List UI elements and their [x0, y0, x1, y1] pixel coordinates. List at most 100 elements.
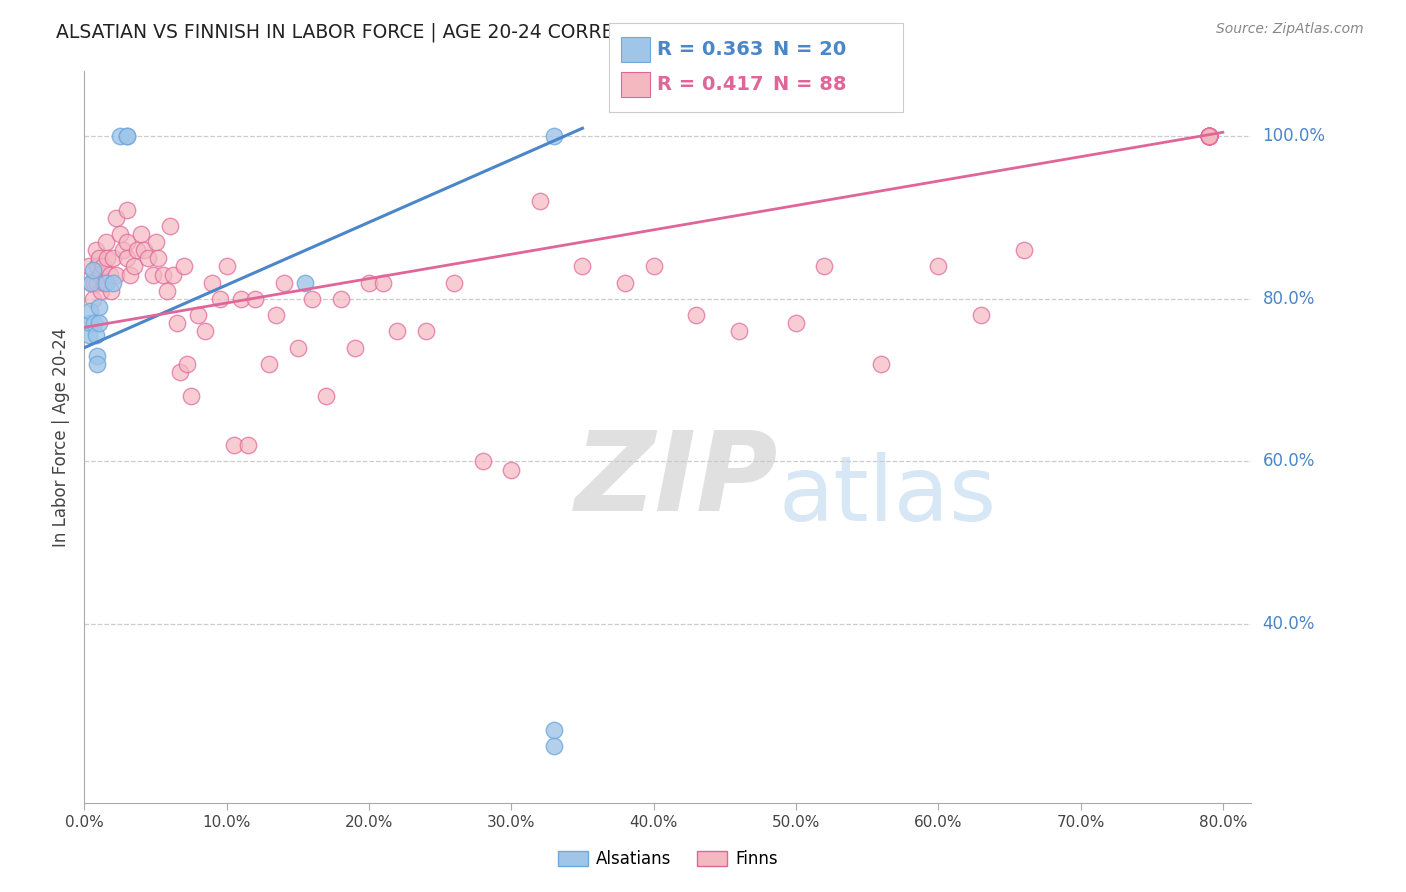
Point — [1198, 129, 1220, 144]
Point — [84, 243, 107, 257]
Point — [543, 739, 565, 753]
Point — [79, 316, 101, 330]
Point — [101, 252, 124, 266]
Point — [301, 292, 323, 306]
Point — [813, 260, 835, 274]
Point — [229, 292, 252, 306]
Text: Source: ZipAtlas.com: Source: ZipAtlas.com — [1216, 22, 1364, 37]
Point — [970, 308, 993, 322]
Point — [104, 211, 127, 225]
Text: ALSATIAN VS FINNISH IN LABOR FORCE | AGE 20-24 CORRELATION CHART: ALSATIAN VS FINNISH IN LABOR FORCE | AGE… — [56, 22, 751, 42]
Point — [357, 276, 380, 290]
Point — [273, 276, 295, 290]
Point — [287, 341, 309, 355]
Point — [614, 276, 637, 290]
Point — [90, 284, 112, 298]
Point — [104, 268, 127, 282]
Point — [96, 252, 118, 266]
Point — [1198, 129, 1220, 144]
Point — [134, 243, 156, 257]
Point — [259, 357, 281, 371]
Point — [387, 325, 409, 339]
Point — [571, 260, 593, 274]
Point — [142, 268, 165, 282]
Point — [148, 252, 170, 266]
Point — [156, 284, 179, 298]
Point — [87, 316, 110, 330]
Point — [208, 292, 231, 306]
Point — [89, 268, 111, 282]
Point — [94, 276, 117, 290]
Point — [176, 357, 198, 371]
Text: R = 0.363: R = 0.363 — [657, 39, 763, 59]
Point — [80, 276, 103, 290]
Point — [152, 268, 174, 282]
Text: 60.0%: 60.0% — [1263, 452, 1315, 470]
Point — [118, 268, 141, 282]
Point — [1198, 129, 1220, 144]
Point — [108, 227, 131, 241]
Point — [115, 235, 138, 249]
Point — [115, 129, 138, 144]
Point — [82, 263, 104, 277]
Point — [294, 276, 316, 290]
Point — [108, 129, 131, 144]
Point — [98, 268, 121, 282]
Point — [122, 260, 145, 274]
Text: atlas: atlas — [779, 451, 997, 540]
Point — [100, 284, 122, 298]
Point — [101, 276, 124, 290]
Point — [129, 227, 152, 241]
Point — [529, 194, 551, 209]
Point — [159, 219, 181, 233]
Point — [1198, 129, 1220, 144]
Text: 80.0%: 80.0% — [1263, 290, 1315, 308]
Point — [77, 260, 100, 274]
Text: 100.0%: 100.0% — [1263, 128, 1326, 145]
Point — [83, 316, 105, 330]
Point — [79, 304, 101, 318]
Point — [243, 292, 266, 306]
Point — [643, 260, 665, 274]
Text: R = 0.417: R = 0.417 — [657, 75, 763, 95]
Point — [187, 308, 209, 322]
Point — [415, 325, 437, 339]
Point — [87, 252, 110, 266]
Point — [125, 243, 148, 257]
Point — [87, 300, 110, 314]
Point — [222, 438, 245, 452]
Point — [166, 316, 188, 330]
Point — [194, 325, 217, 339]
Point — [86, 260, 108, 274]
Point — [236, 438, 259, 452]
Point — [115, 202, 138, 217]
Point — [471, 454, 494, 468]
Point — [145, 235, 167, 249]
Text: 40.0%: 40.0% — [1263, 615, 1315, 633]
Point — [82, 292, 104, 306]
Point — [1198, 129, 1220, 144]
Point — [1012, 243, 1035, 257]
Point — [115, 129, 138, 144]
Point — [86, 276, 108, 290]
Point — [84, 328, 107, 343]
Point — [927, 260, 949, 274]
Point — [201, 276, 224, 290]
Point — [77, 328, 100, 343]
Text: N = 20: N = 20 — [773, 39, 846, 59]
Point — [685, 308, 707, 322]
Point — [1198, 129, 1220, 144]
Point — [315, 389, 337, 403]
Point — [329, 292, 352, 306]
Point — [83, 276, 105, 290]
Point — [543, 129, 565, 144]
Point — [162, 268, 184, 282]
Point — [543, 723, 565, 737]
Point — [180, 389, 202, 403]
Point — [94, 235, 117, 249]
Point — [443, 276, 465, 290]
Point — [1198, 129, 1220, 144]
Point — [373, 276, 395, 290]
Point — [91, 260, 114, 274]
Point — [785, 316, 807, 330]
